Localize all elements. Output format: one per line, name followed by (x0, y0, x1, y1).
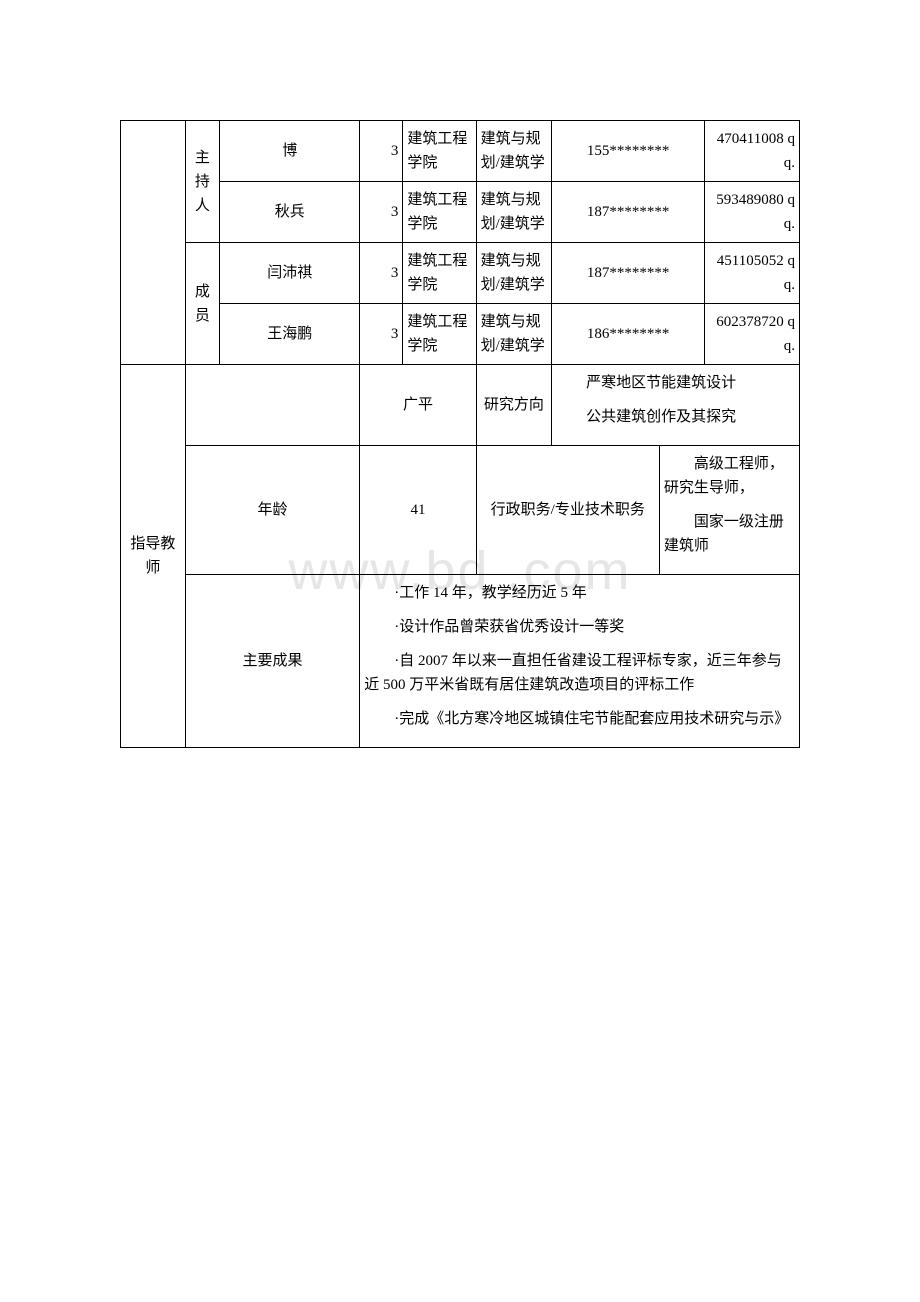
person-dept: 建筑工程学院 (403, 304, 476, 365)
person-col3: 3 (360, 121, 403, 182)
row-group-label (121, 121, 186, 365)
advisor-name-label (185, 365, 360, 446)
person-major: 建筑与规划/建筑学 (476, 182, 551, 243)
person-dept: 建筑工程学院 (403, 182, 476, 243)
person-phone: 155******** (552, 121, 705, 182)
age-value: 41 (360, 446, 476, 575)
person-phone: 186******** (552, 304, 705, 365)
person-col3: 3 (360, 243, 403, 304)
title-label: 行政职务/专业技术职务 (476, 446, 659, 575)
table-row: 年龄 41 行政职务/专业技术职务 高级工程师，研究生导师， 国家一级注册建筑师 (121, 446, 800, 575)
title-value: 高级工程师，研究生导师， 国家一级注册建筑师 (659, 446, 799, 575)
person-name: 博 (220, 121, 360, 182)
table-row: 主要成果 ·工作 14 年，教学经历近 5 年 ·设计作品曾荣获省优秀设计一等奖… (121, 575, 800, 748)
person-col3: 3 (360, 182, 403, 243)
title-line: 国家一级注册建筑师 (664, 510, 795, 558)
age-label: 年龄 (185, 446, 360, 575)
subgroup-member: 成员 (185, 243, 219, 365)
results-line: ·完成《北方寒冷地区城镇住宅节能配套应用技术研究与示》 (364, 707, 795, 731)
person-phone: 187******** (552, 243, 705, 304)
person-email: 602378720 qq. (705, 304, 800, 365)
person-email: 593489080 qq. (705, 182, 800, 243)
person-name: 王海鹏 (220, 304, 360, 365)
research-value: 严寒地区节能建筑设计 公共建筑创作及其探究 (552, 365, 800, 446)
subgroup-host: 主持人 (185, 121, 219, 243)
advisor-name: 广平 (360, 365, 476, 446)
table-row: 指导教师 广平 研究方向 严寒地区节能建筑设计 公共建筑创作及其探究 (121, 365, 800, 446)
title-line: 高级工程师，研究生导师， (664, 452, 795, 500)
person-name: 闫沛祺 (220, 243, 360, 304)
research-line: 严寒地区节能建筑设计 (556, 371, 795, 395)
person-major: 建筑与规划/建筑学 (476, 243, 551, 304)
row-group-advisor: 指导教师 (121, 365, 186, 748)
person-email: 451105052 qq. (705, 243, 800, 304)
person-dept: 建筑工程学院 (403, 243, 476, 304)
results-value: ·工作 14 年，教学经历近 5 年 ·设计作品曾荣获省优秀设计一等奖 ·自 2… (360, 575, 800, 748)
results-line: ·设计作品曾荣获省优秀设计一等奖 (364, 615, 795, 639)
person-major: 建筑与规划/建筑学 (476, 121, 551, 182)
table-row: 成员 闫沛祺 3 建筑工程学院 建筑与规划/建筑学 187******** 45… (121, 243, 800, 304)
table-row: 王海鹏 3 建筑工程学院 建筑与规划/建筑学 186******** 60237… (121, 304, 800, 365)
person-col3: 3 (360, 304, 403, 365)
research-line: 公共建筑创作及其探究 (556, 405, 795, 429)
results-line: ·工作 14 年，教学经历近 5 年 (364, 581, 795, 605)
person-email: 470411008 qq. (705, 121, 800, 182)
main-table: 主持人 博 3 建筑工程学院 建筑与规划/建筑学 155******** 470… (120, 120, 800, 748)
table-row: 主持人 博 3 建筑工程学院 建筑与规划/建筑学 155******** 470… (121, 121, 800, 182)
person-major: 建筑与规划/建筑学 (476, 304, 551, 365)
research-label: 研究方向 (476, 365, 551, 446)
results-label: 主要成果 (185, 575, 360, 748)
person-dept: 建筑工程学院 (403, 121, 476, 182)
results-line: ·自 2007 年以来一直担任省建设工程评标专家，近三年参与近 500 万平米省… (364, 649, 795, 697)
table-row: 秋兵 3 建筑工程学院 建筑与规划/建筑学 187******** 593489… (121, 182, 800, 243)
person-phone: 187******** (552, 182, 705, 243)
person-name: 秋兵 (220, 182, 360, 243)
